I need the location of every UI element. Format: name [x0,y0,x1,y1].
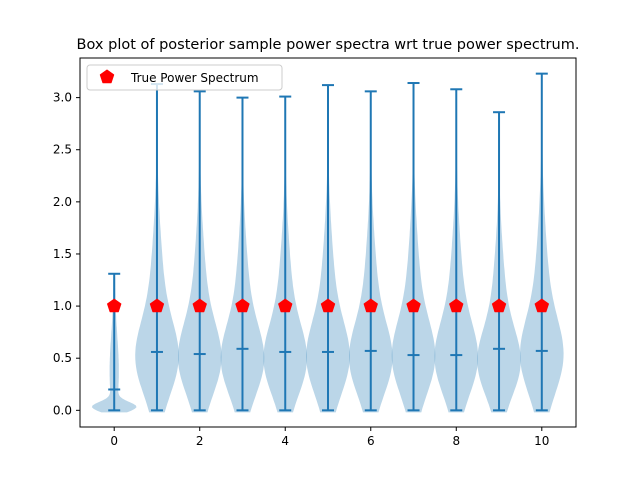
true-spectrum-marker [320,298,336,313]
legend-marker-shape [99,69,115,84]
true-spectrum-marker [235,298,250,313]
chart-title: Box plot of posterior sample power spect… [77,37,580,53]
true-spectrum-marker [278,298,293,313]
y-tick-label: 1.5 [53,247,72,261]
y-tick-label: 0.0 [53,403,72,417]
violins-group [91,72,564,413]
legend-frame [86,64,283,91]
true-spectrum-marker [449,298,464,313]
x-tick-label: 6 [367,434,375,448]
true-spectrum-marker [406,298,421,313]
legend-label: True Power Spectrum [130,71,259,85]
legend-marker-icon [99,69,115,84]
x-tick-label: 2 [196,434,204,448]
true-spectrum-marker [107,298,122,313]
y-tick-label: 1.0 [53,299,72,313]
y-tick-label: 0.5 [53,351,72,365]
true-spectrum-marker [192,298,207,313]
y-tick-label: 2.5 [53,143,72,157]
x-tick-label: 4 [281,434,289,448]
true-spectrum-marker [534,298,549,313]
true-markers-group [107,298,549,313]
x-tick-label: 8 [452,434,460,448]
y-tick-label: 2.0 [53,195,72,209]
y-tick-label: 3.0 [53,91,72,105]
x-tick-label: 0 [110,434,118,448]
axes-frame [79,57,577,428]
true-spectrum-marker [149,298,165,313]
legend: True Power Spectrum [86,64,283,91]
true-spectrum-marker [363,298,378,313]
true-spectrum-marker [491,298,507,313]
x-tick-label: 10 [534,434,549,448]
axes-group: 0 2 4 6 8 10 0.0 0.5 1.0 1.5 2.0 2.5 3.0 [53,57,577,448]
